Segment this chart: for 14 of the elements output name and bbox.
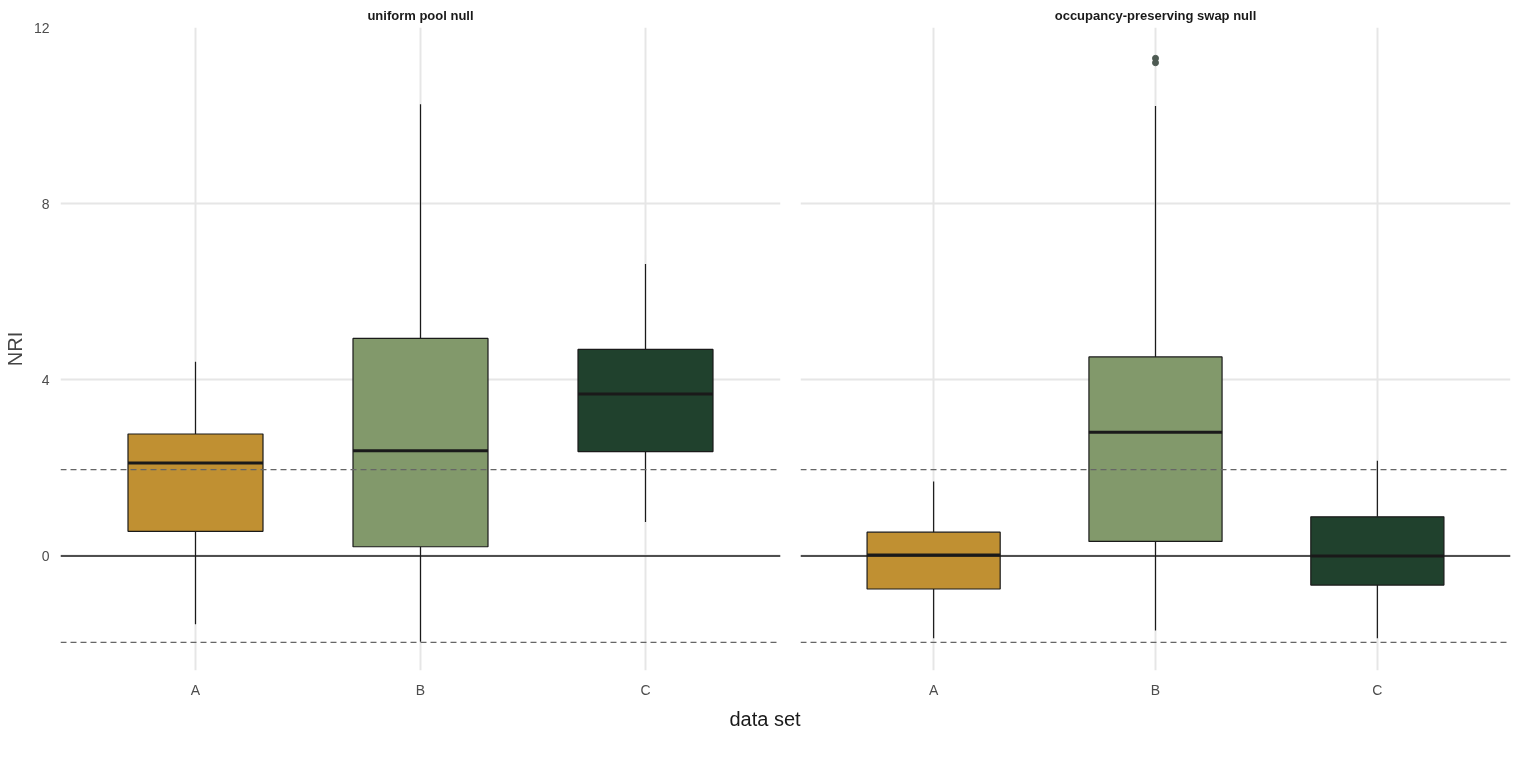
x-tick-label: B (1150, 681, 1161, 698)
y-tick-label: 0 (41, 547, 50, 564)
x-tick-label: A (928, 681, 939, 698)
y-axis-title: NRI (3, 331, 26, 367)
y-tick-label: 8 (41, 195, 50, 212)
x-tick-label: A (190, 681, 201, 698)
x-axis-title: data set (729, 707, 801, 732)
chart-title: uniform pool null (367, 7, 474, 23)
x-tick-label: C (640, 681, 651, 698)
y-tick-label: 4 (41, 371, 50, 388)
y-tick-label: 12 (33, 19, 50, 36)
x-tick-label: C (1372, 681, 1383, 698)
x-tick-label: B (415, 681, 426, 698)
chart-title: occupancy-preserving swap null (1054, 7, 1257, 23)
